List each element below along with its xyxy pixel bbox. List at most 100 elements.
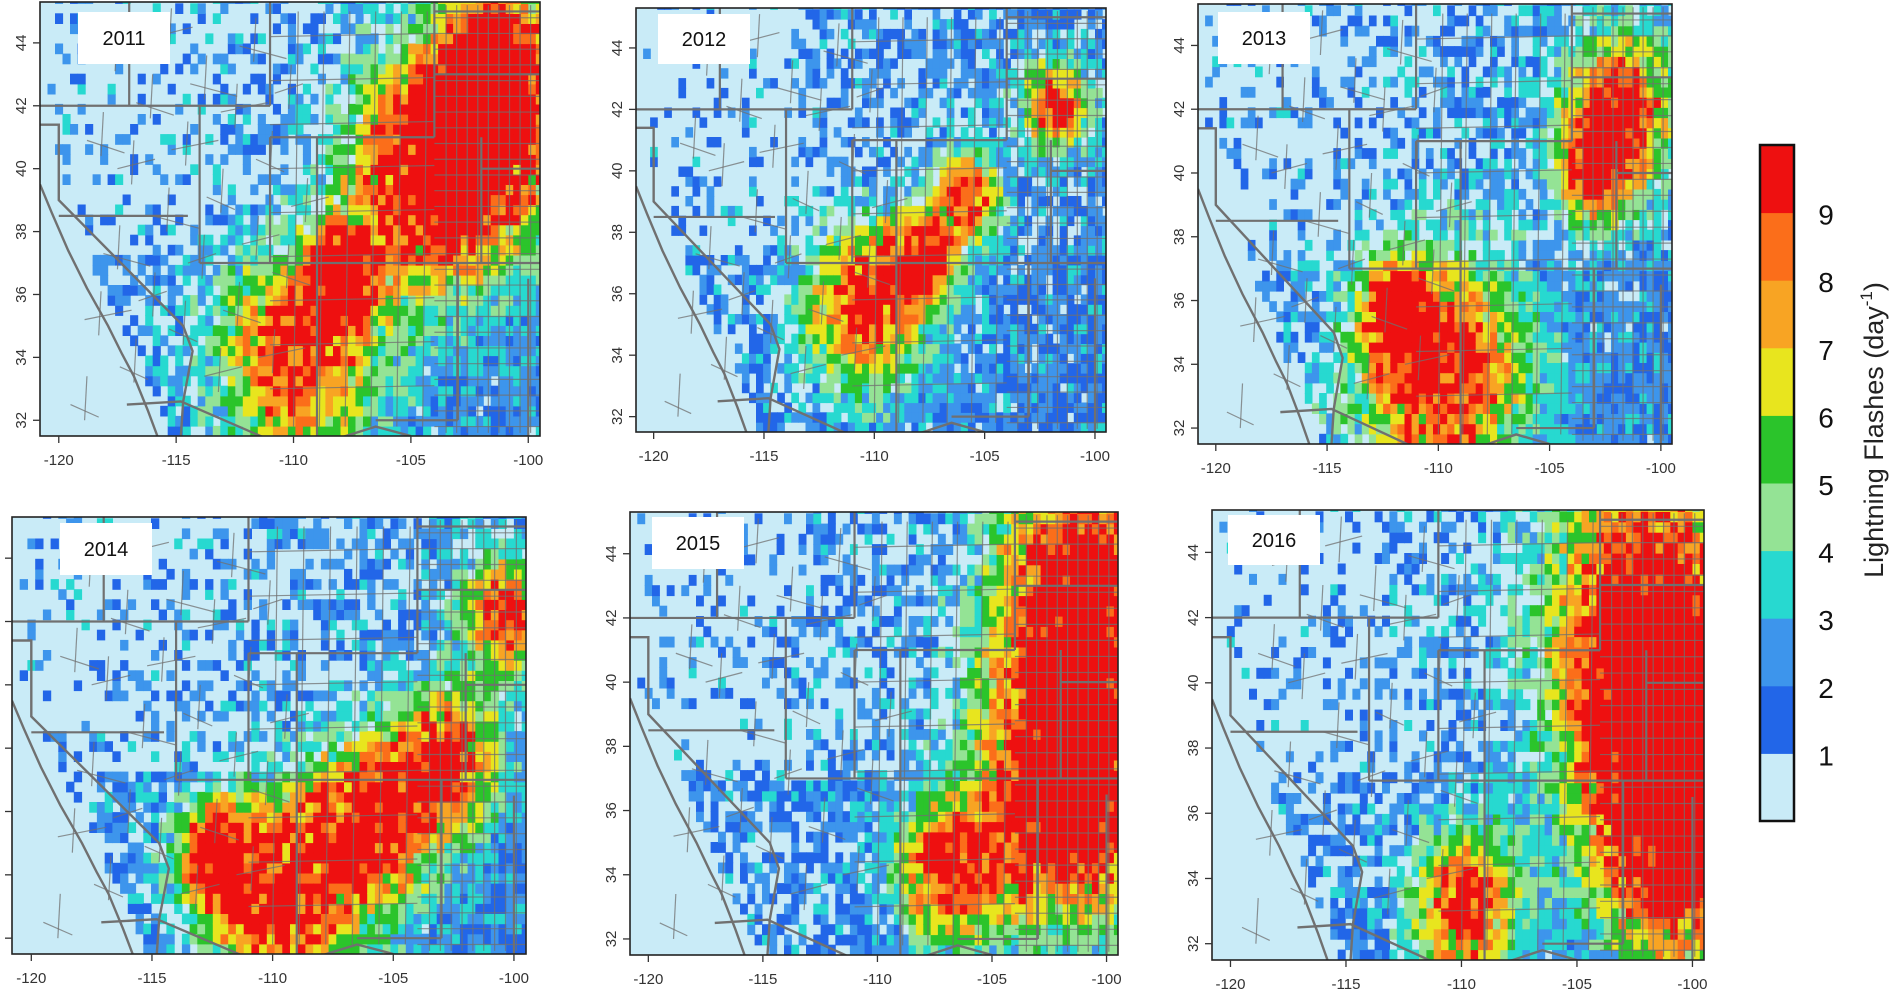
lat-tick-label: 44	[0, 550, 2, 567]
lon-tick-label: -110	[258, 970, 287, 987]
lon-tick-label: -120	[44, 452, 74, 469]
lon-tick-label: -110	[860, 448, 889, 465]
lat-axis: 32 34 36 38 40 42 44	[1171, 37, 1198, 436]
year-label: 2013	[1242, 28, 1287, 50]
colorbar-title: Lightning Flashes (day-1)	[1857, 282, 1889, 578]
year-label-box	[652, 517, 744, 569]
year-label: 2015	[676, 533, 721, 555]
lat-tick-label: 34	[1185, 870, 1202, 887]
map-area	[12, 517, 526, 954]
lat-tick-label: 36	[1171, 292, 1188, 309]
lat-tick-label: 42	[1171, 101, 1188, 118]
lon-tick-label: -115	[138, 970, 167, 987]
lat-tick-label: 40	[609, 162, 626, 179]
colorbar-swatch	[1760, 280, 1794, 349]
lon-tick-label: -105	[378, 970, 408, 987]
lat-tick-label: 34	[0, 866, 2, 883]
lon-tick-label: -110	[863, 971, 892, 988]
lon-tick-label: -100	[1677, 976, 1707, 993]
year-label-box	[658, 14, 750, 64]
lat-tick-label: 40	[1171, 165, 1188, 182]
lon-axis: -120 -115 -110 -105 -100	[1215, 960, 1707, 993]
lon-axis: -120 -115 -110 -105 -100	[1201, 444, 1676, 477]
lon-tick-label: -115	[1313, 460, 1342, 477]
lat-tick-label: 40	[1185, 674, 1202, 691]
lon-tick-label: -105	[1562, 976, 1592, 993]
map-area	[636, 8, 1106, 432]
map-panel-2011: -120 -115 -110 -105 -100 32 34 36 38 40 42 44 2011	[13, 1, 543, 469]
boundaries	[40, 2, 540, 436]
colorbar-swatch	[1760, 483, 1794, 552]
lat-tick-label: 42	[1185, 609, 1202, 626]
panel-frame	[39, 1, 541, 437]
lon-tick-label: -100	[513, 452, 543, 469]
colorbar-swatch	[1760, 685, 1794, 754]
lon-tick-label: -120	[16, 970, 46, 987]
ocean	[12, 517, 133, 954]
ocean	[1212, 510, 1328, 960]
colorbar-label: 8	[1818, 267, 1834, 298]
lat-tick-label: 44	[609, 40, 626, 57]
year-label-box	[1218, 12, 1310, 64]
panel-frame	[1197, 3, 1673, 445]
lon-tick-label: -105	[1535, 460, 1565, 477]
map-area	[630, 512, 1118, 955]
lat-tick-label: 40	[13, 160, 30, 177]
colorbar-swatch	[1760, 618, 1794, 687]
lat-tick-label: 34	[609, 347, 626, 364]
colorbar-swatch	[1760, 753, 1794, 822]
lat-tick-label: 34	[1171, 356, 1188, 373]
colorbar: 1 2 3 4 5 6 7 8 9 Lightning Flashes (day-1)	[1758, 143, 1889, 823]
lat-tick-label: 40	[0, 676, 2, 693]
colorbar-title-text: Lightning Flashes (day	[1859, 306, 1889, 578]
lat-tick-label: 42	[609, 101, 626, 118]
lon-tick-label: -120	[1215, 976, 1245, 993]
lat-tick-label: 38	[1171, 228, 1188, 245]
colorbar-title-close: )	[1859, 282, 1889, 291]
map-panel-2016: -120 -115 -110 -105 -100 32 34 36 38 40 42 44 2016	[1185, 509, 1707, 993]
lat-tick-label: 36	[609, 285, 626, 302]
lat-tick-label: 32	[603, 931, 620, 948]
year-label-box	[78, 12, 170, 64]
lon-tick-label: -105	[977, 971, 1007, 988]
lon-tick-label: -115	[748, 971, 777, 988]
panel-frame	[629, 511, 1119, 956]
lon-tick-label: -110	[1424, 460, 1453, 477]
lon-tick-label: -110	[279, 452, 308, 469]
map-panel-2015: -120 -115 -110 -105 -100 32 34 36 38 40 42 44 2015	[603, 511, 1122, 988]
ocean	[630, 512, 745, 955]
year-label-box	[1228, 515, 1320, 565]
lon-tick-label: -120	[633, 971, 663, 988]
lon-tick-label: -110	[1447, 976, 1476, 993]
year-label: 2011	[102, 28, 145, 50]
lat-tick-label: 32	[0, 930, 2, 947]
lat-tick-label: 44	[13, 35, 30, 52]
lat-tick-label: 38	[13, 223, 30, 240]
lon-tick-label: -100	[1080, 448, 1110, 465]
lat-tick-label: 44	[603, 545, 620, 562]
lat-tick-label: 40	[603, 674, 620, 691]
lat-tick-label: 32	[1185, 935, 1202, 952]
colorbar-swatch	[1760, 347, 1794, 416]
lat-tick-label: 34	[13, 349, 30, 366]
colorbar-swatch	[1760, 550, 1794, 619]
boundaries	[12, 517, 526, 954]
lat-tick-label: 38	[0, 740, 2, 757]
lat-tick-label: 32	[13, 412, 30, 429]
boundaries	[636, 8, 1106, 432]
colorbar-title-sup: -1	[1857, 291, 1876, 306]
lightning-density-layer	[1219, 510, 1704, 960]
lat-tick-label: 32	[1171, 420, 1188, 437]
lon-axis: -120 -115 -110 -105 -100	[44, 436, 543, 469]
lon-tick-label: -120	[639, 448, 669, 465]
lon-tick-label: -105	[970, 448, 1000, 465]
lat-axis: 32 34 36 38 40 42 44	[603, 545, 630, 947]
lon-tick-label: -120	[1201, 460, 1231, 477]
lat-tick-label: 36	[13, 286, 30, 303]
map-area	[1212, 510, 1704, 960]
colorbar-label: 5	[1818, 470, 1834, 501]
lat-tick-label: 36	[0, 803, 2, 820]
ocean	[1198, 4, 1310, 444]
boundaries	[1198, 4, 1672, 444]
